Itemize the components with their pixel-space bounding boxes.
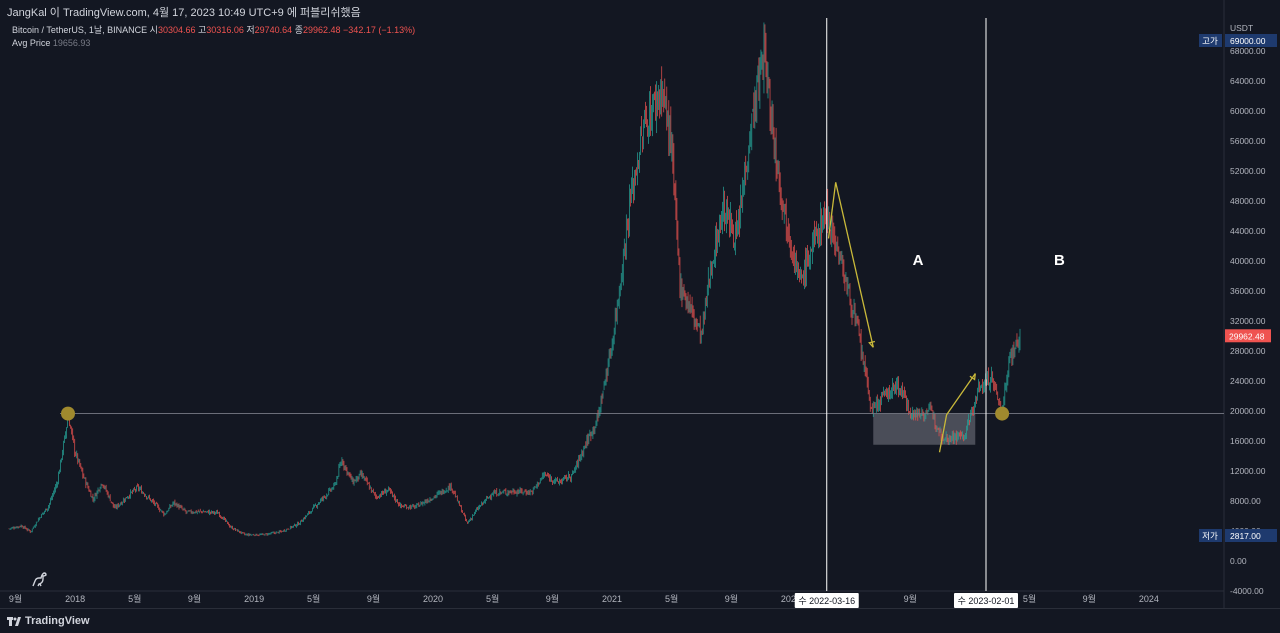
low-marker-value-box [1225, 529, 1277, 542]
price-tick-label: 64000.00 [1230, 76, 1266, 86]
price-axis[interactable]: 68000.00 64000.00 60000.00 56000.00 52000.00… [1199, 23, 1277, 596]
range-box-layer [873, 413, 976, 445]
avg-price-label: Avg Price [12, 38, 51, 48]
price-tick-label: 52000.00 [1230, 166, 1266, 176]
footer-bar: TradingView [0, 608, 1280, 633]
time-tick-label: 5월 [665, 593, 678, 604]
price-tick-label: 48000.00 [1230, 196, 1266, 206]
low-marker-tag-label: 저가 [1202, 531, 1218, 541]
time-tick-label: 2022 [781, 594, 801, 604]
last-price-box [1225, 329, 1271, 343]
currency-label: USDT [1230, 23, 1253, 33]
price-marker-circle [61, 406, 75, 421]
date-marker-box [794, 593, 859, 608]
chart-legend: Bitcoin / TetherUS, 1날, BINANCE 시30304.6… [12, 24, 415, 50]
time-tick-label: 9월 [9, 593, 22, 604]
dinosaur-icon[interactable] [30, 570, 48, 588]
time-tick-label: 2020 [423, 594, 443, 604]
price-tick-label: 32000.00 [1230, 316, 1266, 326]
time-tick-label: 9월 [725, 593, 738, 604]
tradingview-brand[interactable]: TradingView [7, 615, 90, 627]
trend-arrow-head [969, 373, 976, 381]
date-marker-label: 수 2022-03-16 [798, 596, 855, 606]
price-tick-label: 44000.00 [1230, 226, 1266, 236]
close-label: 종 [294, 25, 303, 35]
time-tick-label: 9월 [1083, 593, 1096, 604]
symbol-legend-row[interactable]: Bitcoin / TetherUS, 1날, BINANCE 시30304.6… [12, 24, 415, 37]
price-tick-label: 16000.00 [1230, 436, 1266, 446]
price-tick-label: 68000.00 [1230, 46, 1266, 56]
high-marker-tag-label: 고가 [1202, 36, 1218, 46]
brand-label: TradingView [25, 615, 90, 627]
high-marker-value-label: 69000.00 [1230, 36, 1266, 46]
date-marker-box [954, 593, 1018, 608]
price-tick-label: 24000.00 [1230, 376, 1266, 386]
publish-line: JangKal 이 TradingView.com, 4월 17, 2023 1… [7, 7, 361, 19]
time-tick-label: 5월 [486, 593, 499, 604]
open-label: 시 [149, 25, 158, 35]
avg-price-value: 19656.93 [52, 38, 91, 48]
price-tick-label: 28000.00 [1230, 346, 1266, 356]
time-tick-label: 5월 [307, 593, 320, 604]
time-tick-label: 2021 [602, 594, 622, 604]
time-tick-label: 2024 [1139, 594, 1159, 604]
open-value: 30304.66 [157, 25, 196, 35]
change-value: −342.17 (−1.13%) [343, 25, 416, 35]
consolidation-box [873, 413, 976, 445]
date-marker-label: 수 2023-02-01 [958, 596, 1015, 606]
price-tick-label: 36000.00 [1230, 286, 1266, 296]
time-tick-label: 2018 [65, 594, 85, 604]
candle-series [8, 22, 1021, 537]
annotation-label: B [1054, 252, 1065, 269]
price-tick-label: 56000.00 [1230, 136, 1266, 146]
price-tick-label: 12000.00 [1230, 466, 1266, 476]
low-marker-value-label: 2817.00 [1230, 531, 1261, 541]
high-label: 고 [198, 25, 207, 35]
price-tick-label: 60000.00 [1230, 106, 1266, 116]
high-marker-tag-box [1199, 34, 1222, 47]
time-tick-label: 9월 [188, 593, 201, 604]
price-tick-label: -4000.00 [1230, 586, 1264, 596]
last-price-label: 29962.48 [1229, 331, 1265, 341]
tradingview-logo-icon [7, 616, 21, 626]
close-value: 29962.48 [302, 25, 341, 35]
time-tick-label: 9월 [904, 593, 917, 604]
symbol-title: Bitcoin / TetherUS, 1날, BINANCE [12, 25, 150, 35]
annotation-label: A [913, 252, 924, 269]
price-tick-label: 20000.00 [1230, 406, 1266, 416]
price-tick-label: 8000.00 [1230, 496, 1261, 506]
time-tick-label: 2019 [244, 594, 264, 604]
price-tick-label: 40000.00 [1230, 256, 1266, 266]
time-tick-label: 5월 [128, 593, 141, 604]
trend-arrow [938, 373, 976, 453]
chart-grid [0, 0, 1225, 609]
trend-arrow [827, 182, 874, 348]
time-tick-label: 5월 [1023, 593, 1036, 604]
time-tick-label: 9월 [546, 593, 559, 604]
avg-price-legend-row[interactable]: Avg Price 19656.93 [12, 37, 415, 50]
price-marker-circle [995, 406, 1010, 421]
trend-arrow-head [868, 340, 876, 348]
low-label: 저 [246, 25, 255, 35]
low-marker-tag-box [1199, 529, 1222, 542]
time-axis[interactable]: 9월 2018 5월 9월 2019 5월 9월 2020 5월 9월 2021 5월 9월 2022 9월… [9, 593, 1159, 608]
high-value: 30316.06 [206, 25, 244, 35]
time-tick-label: 9월 [367, 593, 380, 604]
high-marker-value-box [1225, 34, 1277, 47]
price-tick-label: 0.00 [1230, 556, 1247, 566]
low-value: 29740.64 [254, 25, 293, 35]
